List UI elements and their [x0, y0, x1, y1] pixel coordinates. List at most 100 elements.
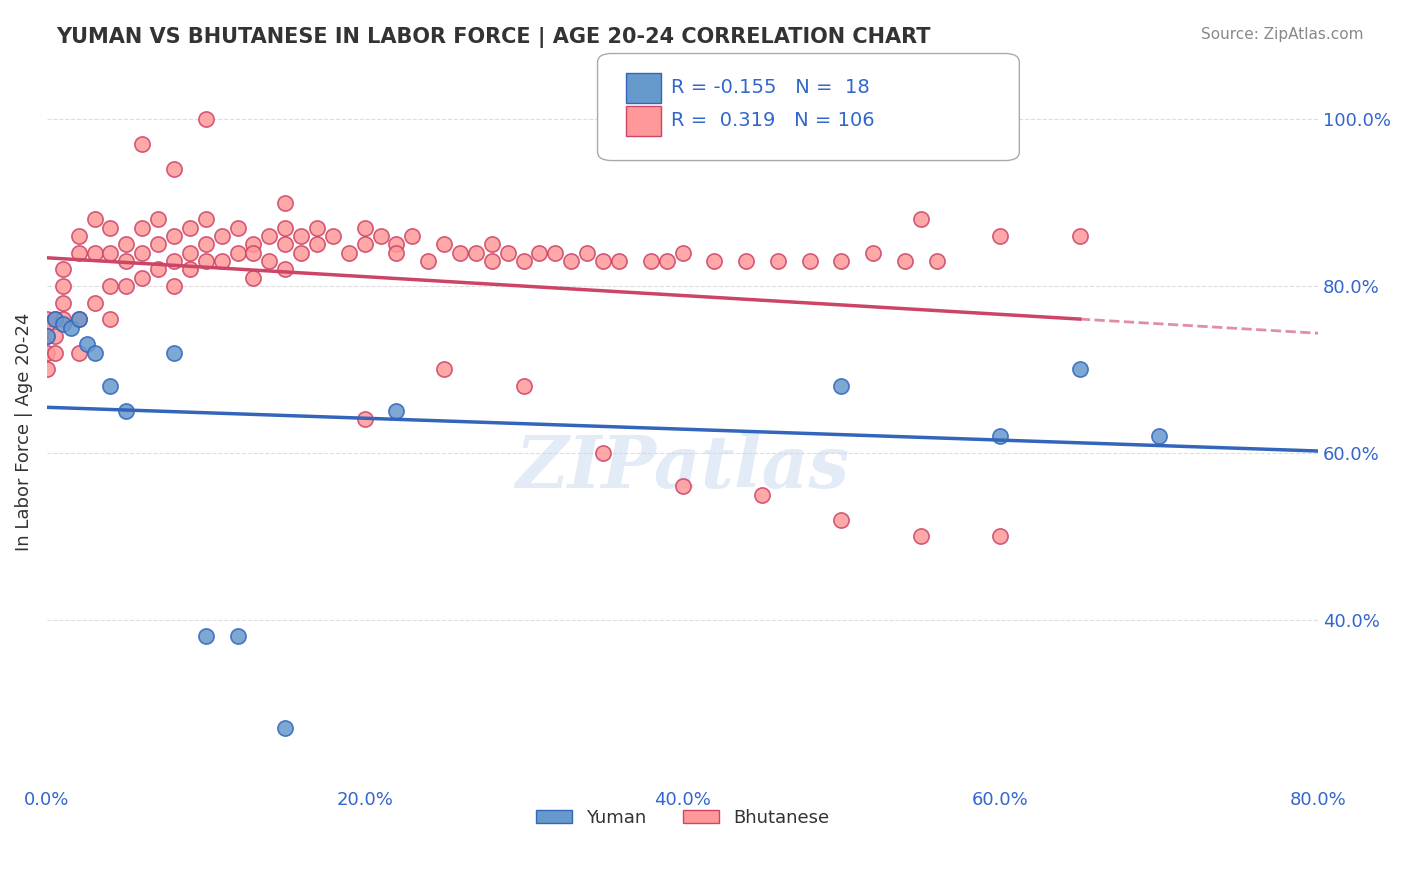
- Point: [67, 312, 90, 326]
- Point: [35, 329, 58, 343]
- Point: [1147, 429, 1170, 443]
- Point: [115, 237, 138, 252]
- Point: [100, 220, 122, 235]
- Point: [242, 245, 264, 260]
- Point: [163, 345, 186, 359]
- Point: [322, 228, 344, 243]
- Point: [146, 212, 169, 227]
- Point: [131, 245, 153, 260]
- Point: [465, 245, 488, 260]
- Point: [274, 237, 297, 252]
- Point: [100, 379, 122, 393]
- Point: [988, 228, 1011, 243]
- Point: [44, 329, 66, 343]
- Point: [83, 212, 105, 227]
- Point: [179, 220, 201, 235]
- Point: [163, 254, 186, 268]
- Point: [1069, 228, 1091, 243]
- Point: [194, 237, 217, 252]
- Point: [496, 245, 519, 260]
- Legend: Yuman, Bhutanese: Yuman, Bhutanese: [529, 802, 837, 834]
- Point: [353, 237, 375, 252]
- Point: [305, 220, 328, 235]
- Point: [576, 245, 599, 260]
- Point: [592, 254, 614, 268]
- Point: [512, 254, 534, 268]
- Point: [131, 137, 153, 152]
- Point: [211, 228, 233, 243]
- Point: [481, 237, 503, 252]
- Text: Source: ZipAtlas.com: Source: ZipAtlas.com: [1201, 27, 1364, 42]
- Point: [544, 245, 567, 260]
- Point: [988, 529, 1011, 543]
- Point: [607, 254, 630, 268]
- Point: [163, 162, 186, 177]
- Point: [76, 337, 98, 351]
- Point: [194, 629, 217, 643]
- Point: [449, 245, 471, 260]
- Point: [401, 228, 423, 243]
- Point: [59, 320, 82, 334]
- Point: [146, 237, 169, 252]
- Point: [67, 345, 90, 359]
- Point: [385, 404, 408, 418]
- Point: [44, 345, 66, 359]
- Point: [560, 254, 582, 268]
- Point: [52, 317, 75, 331]
- Point: [100, 245, 122, 260]
- Point: [370, 228, 392, 243]
- Point: [131, 220, 153, 235]
- Point: [83, 295, 105, 310]
- Point: [512, 379, 534, 393]
- Point: [290, 228, 312, 243]
- Point: [100, 312, 122, 326]
- Point: [735, 254, 758, 268]
- Point: [35, 362, 58, 376]
- Point: [52, 295, 75, 310]
- Point: [194, 112, 217, 127]
- Point: [115, 404, 138, 418]
- Point: [211, 254, 233, 268]
- Point: [353, 220, 375, 235]
- Point: [44, 312, 66, 326]
- Point: [988, 429, 1011, 443]
- Point: [163, 228, 186, 243]
- Point: [115, 279, 138, 293]
- Point: [163, 279, 186, 293]
- Point: [52, 262, 75, 277]
- Text: ZIPatlas: ZIPatlas: [516, 432, 849, 503]
- Point: [259, 254, 281, 268]
- Point: [305, 237, 328, 252]
- Point: [274, 262, 297, 277]
- Point: [862, 245, 884, 260]
- Point: [242, 270, 264, 285]
- Point: [894, 254, 917, 268]
- Point: [115, 254, 138, 268]
- Point: [830, 379, 852, 393]
- Point: [131, 270, 153, 285]
- Point: [274, 195, 297, 210]
- Point: [385, 245, 408, 260]
- Point: [194, 212, 217, 227]
- Point: [353, 412, 375, 426]
- Point: [433, 237, 456, 252]
- Point: [655, 254, 678, 268]
- Point: [226, 629, 249, 643]
- Point: [100, 279, 122, 293]
- Point: [67, 245, 90, 260]
- Point: [179, 262, 201, 277]
- Point: [640, 254, 662, 268]
- Point: [274, 220, 297, 235]
- Text: R = -0.155   N =  18: R = -0.155 N = 18: [671, 78, 869, 97]
- Point: [830, 254, 852, 268]
- Point: [35, 329, 58, 343]
- Point: [67, 312, 90, 326]
- Point: [799, 254, 821, 268]
- Point: [385, 237, 408, 252]
- Y-axis label: In Labor Force | Age 20-24: In Labor Force | Age 20-24: [15, 313, 32, 551]
- Point: [35, 317, 58, 331]
- Point: [671, 479, 693, 493]
- Point: [925, 254, 948, 268]
- Point: [766, 254, 789, 268]
- Point: [259, 228, 281, 243]
